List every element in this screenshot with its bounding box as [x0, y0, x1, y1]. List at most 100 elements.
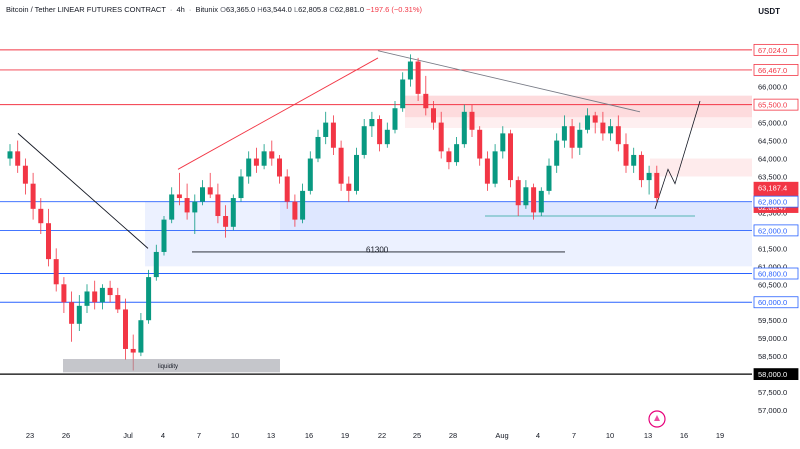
candle-body[interactable] [415, 61, 421, 94]
candle-body[interactable] [515, 180, 521, 206]
projection-path[interactable] [654, 100, 701, 209]
candle-body[interactable] [431, 108, 436, 123]
candle-body[interactable] [546, 165, 552, 191]
candle-body[interactable] [569, 126, 575, 148]
candle-body[interactable] [246, 158, 252, 177]
candle-body[interactable] [600, 122, 606, 134]
candle-body[interactable] [577, 129, 583, 148]
candle-body[interactable] [130, 348, 136, 353]
x-tick-label: 10 [606, 431, 614, 440]
candle-body[interactable] [608, 126, 614, 134]
candle-body[interactable] [392, 108, 398, 130]
candle-body[interactable] [192, 201, 198, 213]
x-tick-label: 16 [680, 431, 688, 440]
candle-body[interactable] [169, 194, 175, 220]
trendline-down[interactable] [17, 133, 149, 249]
candle-body[interactable] [277, 158, 282, 177]
candle-body[interactable] [300, 190, 306, 220]
candle-body[interactable] [207, 187, 213, 195]
candle-body[interactable] [284, 176, 290, 202]
candle-body[interactable] [323, 122, 329, 137]
candle-body[interactable] [477, 129, 483, 159]
candle-body[interactable] [561, 126, 567, 141]
candle-body[interactable] [654, 172, 660, 199]
supply-zone [405, 95, 752, 118]
candle-body[interactable] [46, 223, 51, 260]
candle-body[interactable] [84, 291, 90, 306]
candle-body[interactable] [338, 147, 344, 184]
candle-body[interactable] [384, 129, 390, 145]
candle-body[interactable] [230, 198, 236, 227]
tradingview-logo-icon[interactable] [648, 410, 666, 428]
candle-body[interactable] [461, 111, 467, 145]
candle-body[interactable] [369, 119, 375, 127]
candle-body[interactable] [223, 216, 229, 227]
candle-body[interactable] [176, 194, 182, 199]
candle-body[interactable] [354, 154, 359, 191]
candle-body[interactable] [253, 158, 259, 166]
candle-body[interactable] [407, 61, 413, 80]
candle-body[interactable] [184, 198, 190, 213]
candle-body[interactable] [492, 151, 498, 184]
open-label: O [220, 5, 226, 14]
candle-body[interactable] [7, 151, 13, 159]
candle-body[interactable] [361, 126, 367, 155]
candle-body[interactable] [554, 140, 560, 166]
candle-body[interactable] [623, 144, 629, 166]
candle-body[interactable] [592, 115, 598, 123]
candle-body[interactable] [238, 176, 244, 199]
candle-body[interactable] [107, 287, 113, 296]
candle-body[interactable] [307, 158, 313, 191]
trendline-up[interactable] [177, 57, 379, 170]
candle-body[interactable] [292, 201, 298, 220]
candle-body[interactable] [638, 154, 644, 181]
candle-body[interactable] [446, 151, 452, 163]
candle-body[interactable] [269, 151, 275, 159]
symbol-name[interactable]: Bitcoin / Tether LINEAR FUTURES CONTRACT [6, 5, 166, 14]
interval[interactable]: 4h [176, 5, 185, 14]
candle-body[interactable] [400, 79, 406, 109]
close-value: 62,881.0 [334, 5, 365, 14]
candle-body[interactable] [38, 208, 44, 224]
candle-body[interactable] [454, 144, 460, 163]
candle-body[interactable] [377, 119, 383, 145]
candle-body[interactable] [538, 190, 544, 213]
candle-body[interactable] [615, 126, 621, 145]
candle-body[interactable] [215, 194, 221, 217]
candle-body[interactable] [115, 295, 121, 310]
candle-body[interactable] [99, 287, 105, 303]
candle-body[interactable] [76, 305, 82, 324]
trendline-top[interactable] [377, 50, 641, 113]
candle-body[interactable] [438, 122, 444, 152]
candle-body[interactable] [531, 187, 537, 213]
candle-body[interactable] [123, 309, 128, 349]
candle-body[interactable] [330, 122, 336, 148]
candle-body[interactable] [61, 284, 67, 303]
candle-body[interactable] [261, 151, 267, 166]
candle-body[interactable] [200, 187, 205, 202]
candle-body[interactable] [22, 165, 28, 184]
liquidity-box[interactable] [63, 359, 280, 373]
candle-body[interactable] [500, 133, 506, 152]
candle-body[interactable] [69, 302, 75, 324]
candle-body[interactable] [92, 291, 98, 303]
candle-body[interactable] [423, 93, 429, 109]
candle-body[interactable] [15, 151, 21, 166]
candle-body[interactable] [484, 158, 490, 184]
candle-body[interactable] [585, 115, 590, 130]
candle-body[interactable] [161, 219, 167, 252]
candle-body[interactable] [469, 111, 475, 130]
candle-body[interactable] [146, 277, 152, 321]
candle-body[interactable] [346, 183, 352, 191]
candle-body[interactable] [30, 183, 36, 209]
candle-body[interactable] [631, 154, 637, 166]
candle-body[interactable] [153, 251, 159, 278]
candle-body[interactable] [53, 259, 59, 285]
candle-body[interactable] [523, 187, 529, 206]
candle-body[interactable] [315, 136, 321, 159]
candle-body[interactable] [646, 172, 652, 181]
candle-body[interactable] [508, 133, 513, 181]
candle-body[interactable] [138, 320, 144, 353]
